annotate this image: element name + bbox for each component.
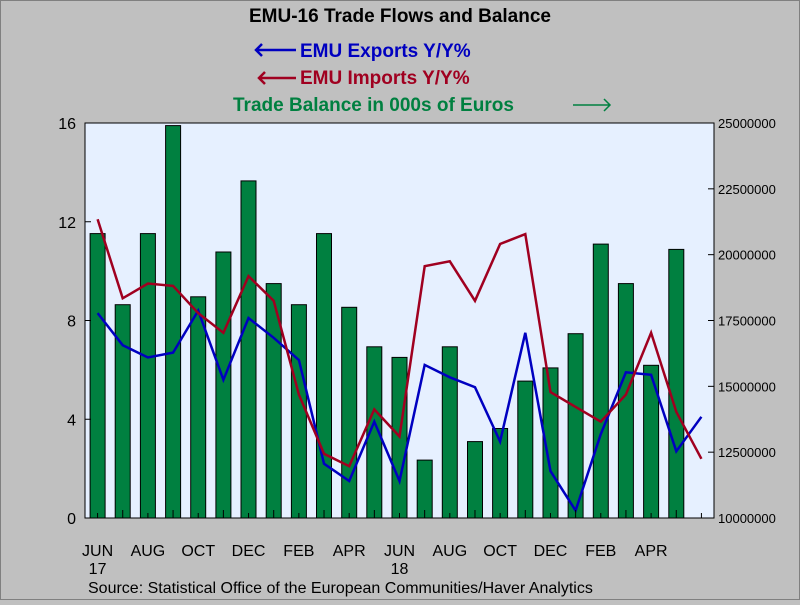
imports-line	[96, 218, 703, 468]
balance-bar	[316, 233, 332, 519]
left-axis: 0 4 8 12 16	[58, 116, 91, 528]
right-axis-tick-label: 15000000	[718, 379, 776, 394]
x-axis-tick-label: APR	[333, 543, 366, 560]
balance-bar	[467, 441, 483, 519]
left-axis-tick-label: 0	[67, 511, 76, 528]
legend-exports-arrow-icon	[254, 43, 296, 57]
right-axis: 10000000 12500000 15000000 17500000 20000000…	[708, 116, 776, 526]
right-axis-tick-label: 17500000	[718, 314, 776, 329]
x-axis-tick-label: AUG	[131, 543, 166, 560]
x-axis-tick-label: JUN	[384, 543, 415, 560]
balance-bar	[668, 248, 685, 519]
left-axis-tick-label: 8	[67, 314, 76, 331]
balance-bar	[139, 233, 156, 519]
x-axis-year-label: 17	[89, 561, 107, 578]
balance-bar	[190, 296, 207, 519]
x-axis-tick-label: OCT	[483, 543, 517, 560]
chart-title: EMU-16 Trade Flows and Balance	[249, 6, 551, 27]
right-axis-tick-label: 10000000	[718, 511, 776, 526]
balance-bar	[290, 304, 307, 519]
legend-imports-arrow-icon	[257, 71, 296, 85]
left-axis-tick-label: 16	[58, 116, 76, 133]
x-axis-tick-label: DEC	[534, 543, 568, 560]
right-axis-tick-label: 20000000	[718, 248, 776, 263]
x-axis-year-label: 18	[391, 561, 409, 578]
x-axis-tick-label: APR	[635, 543, 668, 560]
left-axis-tick-label: 4	[67, 412, 76, 429]
exports-line	[96, 307, 703, 514]
source-note: Source: Statistical Office of the Europe…	[88, 580, 593, 597]
balance-bar	[165, 125, 182, 519]
left-axis-tick-label: 12	[58, 215, 76, 232]
legend-exports-label: EMU Exports Y/Y%	[300, 41, 471, 62]
balance-bar	[517, 380, 534, 519]
right-axis-tick-label: 22500000	[718, 182, 776, 197]
balance-bar	[215, 251, 232, 519]
balance-bar	[89, 233, 106, 519]
right-axis-tick-label: 12500000	[718, 445, 776, 460]
legend-balance-arrow-icon	[573, 98, 612, 112]
legend-imports-label: EMU Imports Y/Y%	[300, 68, 470, 89]
x-axis-tick-label: DEC	[232, 543, 266, 560]
x-axis-tick-label: OCT	[181, 543, 215, 560]
right-axis-tick-label: 25000000	[718, 116, 776, 131]
x-axis-tick-label: FEB	[283, 543, 314, 560]
balance-bar	[240, 180, 257, 519]
x-axis-tick-label: JUN	[82, 543, 113, 560]
legend-balance-label: Trade Balance in 000s of Euros	[233, 95, 514, 116]
x-axis-tick-label: FEB	[585, 543, 616, 560]
legend: EMU Exports Y/Y% EMU Imports Y/Y% Trade …	[233, 41, 612, 116]
x-axis-tick-label: AUG	[432, 543, 467, 560]
balance-bar	[341, 306, 358, 519]
balance-bars	[89, 125, 685, 519]
balance-bar	[441, 346, 458, 519]
balance-bar	[567, 333, 584, 519]
balance-bar	[592, 243, 609, 519]
balance-bar	[416, 459, 433, 519]
